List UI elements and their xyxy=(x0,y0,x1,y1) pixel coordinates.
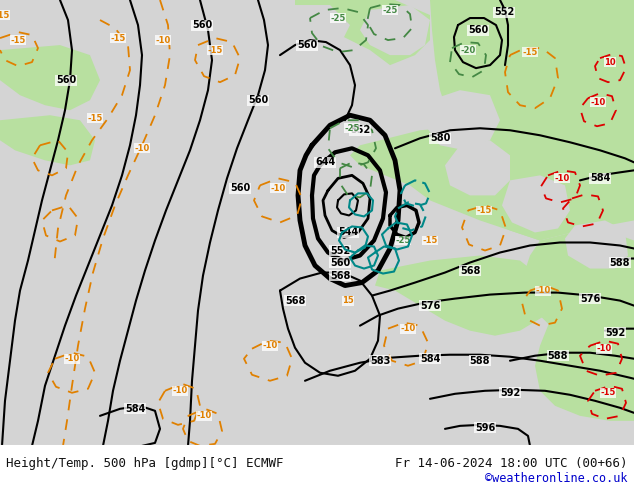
Text: 568: 568 xyxy=(285,295,305,306)
Polygon shape xyxy=(445,140,510,196)
Text: -25: -25 xyxy=(344,124,359,133)
Polygon shape xyxy=(285,5,350,55)
Polygon shape xyxy=(430,0,634,241)
Polygon shape xyxy=(182,115,222,155)
Polygon shape xyxy=(565,220,628,269)
Text: -20: -20 xyxy=(460,46,476,54)
Text: -10: -10 xyxy=(262,341,278,350)
Text: -15: -15 xyxy=(422,236,437,245)
Text: -10: -10 xyxy=(65,354,80,363)
Text: 584: 584 xyxy=(420,354,440,364)
Text: 644: 644 xyxy=(315,157,335,167)
Text: 588: 588 xyxy=(610,258,630,268)
Text: 560: 560 xyxy=(330,258,350,268)
Polygon shape xyxy=(425,90,500,150)
Polygon shape xyxy=(208,125,258,169)
Polygon shape xyxy=(360,5,430,55)
Polygon shape xyxy=(375,255,545,336)
Text: -10: -10 xyxy=(535,286,550,295)
Text: 552: 552 xyxy=(350,125,370,135)
Polygon shape xyxy=(502,175,570,232)
Text: Height/Temp. 500 hPa [gdmp][°C] ECMWF: Height/Temp. 500 hPa [gdmp][°C] ECMWF xyxy=(6,457,284,469)
Polygon shape xyxy=(0,45,100,110)
Text: 568: 568 xyxy=(460,266,480,275)
Text: 596: 596 xyxy=(475,423,495,433)
Text: 552: 552 xyxy=(330,245,350,255)
Text: 560: 560 xyxy=(192,20,212,30)
Text: -15: -15 xyxy=(600,388,616,397)
Polygon shape xyxy=(190,286,340,379)
Text: -10: -10 xyxy=(401,324,416,333)
Text: 592: 592 xyxy=(500,388,520,398)
Text: 584: 584 xyxy=(125,404,145,414)
Polygon shape xyxy=(200,85,255,130)
Text: -15: -15 xyxy=(476,206,492,215)
Text: 592: 592 xyxy=(605,328,625,338)
Polygon shape xyxy=(555,15,634,90)
Text: 560: 560 xyxy=(230,183,250,194)
Text: 560: 560 xyxy=(248,95,268,105)
Text: 15: 15 xyxy=(342,296,354,305)
Text: -15: -15 xyxy=(207,46,223,54)
Polygon shape xyxy=(0,336,75,389)
Polygon shape xyxy=(350,125,580,241)
Text: 560: 560 xyxy=(56,75,76,85)
Text: -25: -25 xyxy=(382,5,398,15)
Text: -10: -10 xyxy=(590,98,605,107)
Polygon shape xyxy=(390,391,465,426)
Text: -10: -10 xyxy=(597,344,612,353)
Text: 580: 580 xyxy=(430,133,450,143)
Text: 576: 576 xyxy=(580,294,600,304)
Text: -10: -10 xyxy=(134,144,150,153)
Text: -10: -10 xyxy=(554,174,569,183)
Text: 560: 560 xyxy=(297,40,317,50)
Text: 560: 560 xyxy=(468,25,488,35)
Text: -15: -15 xyxy=(0,10,10,20)
Text: -15: -15 xyxy=(522,48,538,57)
Text: Fr 14-06-2024 18:00 UTC (00+66): Fr 14-06-2024 18:00 UTC (00+66) xyxy=(395,457,628,469)
Text: 568: 568 xyxy=(330,270,350,281)
Text: -25: -25 xyxy=(396,236,411,245)
Polygon shape xyxy=(525,230,634,356)
Text: -15: -15 xyxy=(87,114,103,122)
Polygon shape xyxy=(535,316,634,421)
Polygon shape xyxy=(0,196,60,255)
Polygon shape xyxy=(424,366,452,386)
Text: 588: 588 xyxy=(470,356,490,366)
Text: -10: -10 xyxy=(197,411,212,420)
Polygon shape xyxy=(272,241,368,293)
Text: 552: 552 xyxy=(494,7,514,17)
Text: -10: -10 xyxy=(155,36,171,45)
Polygon shape xyxy=(295,0,430,65)
Text: ©weatheronline.co.uk: ©weatheronline.co.uk xyxy=(485,472,628,485)
Text: -25: -25 xyxy=(330,14,346,23)
Text: 544: 544 xyxy=(338,227,358,238)
Text: -10: -10 xyxy=(172,386,188,395)
Text: 584: 584 xyxy=(590,173,610,183)
Text: -15: -15 xyxy=(10,36,26,45)
Text: -15: -15 xyxy=(110,34,126,43)
Text: 576: 576 xyxy=(420,301,440,311)
Text: 588: 588 xyxy=(548,351,568,361)
Polygon shape xyxy=(0,115,95,165)
Text: 10: 10 xyxy=(604,58,616,67)
Text: 583: 583 xyxy=(370,356,390,366)
Text: -10: -10 xyxy=(270,184,286,193)
